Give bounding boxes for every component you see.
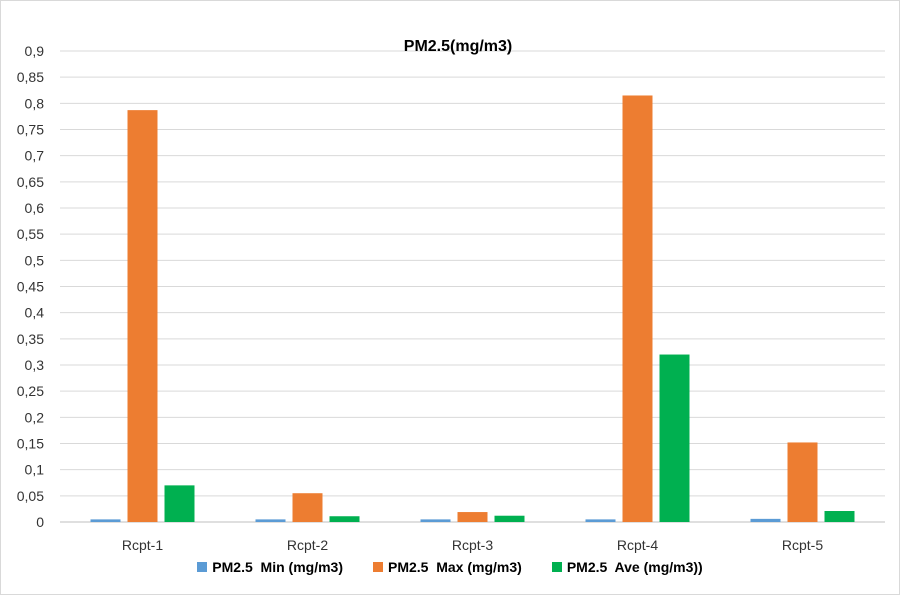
y-tick-label: 0,75 [17, 122, 44, 138]
y-tick-label: 0,25 [17, 383, 44, 399]
y-tick-label: 0,15 [17, 436, 44, 452]
legend-swatch [551, 562, 562, 572]
legend-swatch [372, 562, 383, 572]
legend-item: PM2.5 Max (mg/m3) [372, 559, 522, 575]
bar [457, 512, 488, 522]
y-tick-label: 0,8 [25, 95, 45, 111]
bars-layer [90, 95, 855, 523]
bar [750, 518, 781, 522]
bar [659, 354, 690, 522]
bar [164, 485, 195, 522]
y-tick-label: 0,85 [17, 69, 44, 85]
y-tick-label: 0,1 [25, 462, 45, 478]
bar [420, 519, 451, 522]
legend-label: PM2.5 Max (mg/m3) [387, 559, 522, 575]
x-tick-label: Rcpt-4 [617, 537, 658, 553]
x-tick-label: Rcpt-2 [287, 537, 328, 553]
bar [622, 95, 653, 522]
chart-title: PM2.5(mg/m3) [404, 38, 512, 55]
bar [90, 519, 121, 522]
bar [585, 519, 616, 522]
y-tick-label: 0,55 [17, 226, 44, 242]
labels-layer: 0 0,05 0,1 0,15 0,2 0,25 0,3 0,35 0,4 0,45 0,5 0,55… [17, 43, 824, 553]
y-tick-label: 0,45 [17, 279, 44, 295]
bar [329, 516, 360, 522]
x-tick-label: Rcpt-3 [452, 537, 493, 553]
y-tick-label: 0 [36, 514, 44, 530]
y-tick-label: 0,7 [25, 148, 45, 164]
y-tick-label: 0,4 [25, 305, 45, 321]
bar [824, 511, 855, 522]
y-tick-label: 0,3 [25, 357, 45, 373]
y-tick-label: 0,5 [25, 252, 45, 268]
legend-item: PM2.5 Ave (mg/m3)) [551, 559, 703, 575]
bar [292, 493, 323, 522]
y-tick-label: 0,35 [17, 331, 44, 347]
grid-layer [60, 50, 885, 523]
legend-label: PM2.5 Ave (mg/m3)) [566, 559, 703, 575]
y-tick-label: 0,6 [25, 200, 45, 216]
y-tick-label: 0,05 [17, 488, 44, 504]
chart-legend: PM2.5 Min (mg/m3) PM2.5 Max (mg/m3) PM2.5 … [0, 559, 900, 575]
bar [255, 519, 286, 522]
y-tick-label: 0,65 [17, 174, 44, 190]
x-tick-label: Rcpt-1 [122, 537, 163, 553]
x-tick-label: Rcpt-5 [782, 537, 823, 553]
y-tick-label: 0,2 [25, 409, 45, 425]
legend-item: PM2.5 Min (mg/m3) [197, 559, 343, 575]
bar [494, 515, 525, 522]
bar [127, 110, 158, 523]
legend-label: PM2.5 Min (mg/m3) [212, 559, 343, 575]
legend-swatch [197, 562, 208, 572]
y-tick-label: 0,9 [25, 43, 45, 59]
bar [787, 442, 818, 522]
